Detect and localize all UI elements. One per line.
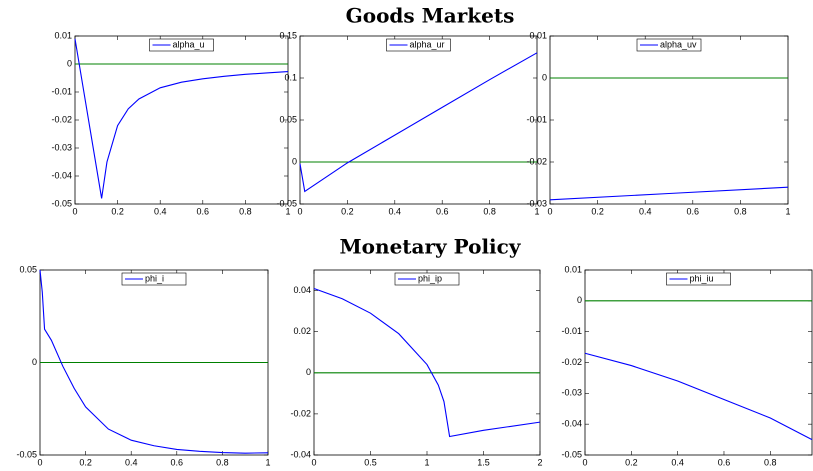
y-tick-label: -0.05 [51, 198, 72, 208]
y-tick-label: -0.02 [51, 114, 72, 124]
data-line [299, 52, 538, 193]
y-tick-label: -0.01 [526, 114, 547, 124]
x-tick-label: 0.2 [79, 457, 92, 467]
x-tick-label: 0.6 [197, 206, 210, 216]
y-tick-label: 0.04 [293, 285, 311, 295]
section-heading: Monetary Policy [340, 235, 522, 259]
y-tick-label: -0.01 [561, 326, 582, 336]
y-tick-label: -0.02 [526, 156, 547, 166]
y-tick-label: -0.04 [290, 449, 311, 459]
x-tick-label: 0.4 [125, 457, 138, 467]
x-tick-label: 1 [424, 457, 429, 467]
legend-box [636, 38, 702, 52]
y-tick-label: 0 [32, 357, 37, 367]
x-tick-label: 0.6 [436, 206, 449, 216]
data-line [313, 287, 541, 438]
plot-frame [549, 35, 789, 205]
data-line [74, 38, 289, 199]
x-tick-label: 0.8 [483, 206, 496, 216]
data-line [549, 186, 789, 201]
y-tick-label: 0.01 [54, 30, 72, 40]
y-tick-label: 0.05 [19, 264, 37, 274]
y-tick-label: -0.02 [561, 357, 582, 367]
x-tick-label: 0.8 [239, 206, 252, 216]
legend-box [394, 272, 460, 286]
y-tick-label: -0.02 [290, 408, 311, 418]
x-tick-label: 0 [37, 457, 42, 467]
legend-label: alpha_uv [660, 39, 697, 49]
x-tick-label: 0 [297, 206, 302, 216]
x-tick-label: 0.8 [764, 457, 777, 467]
x-tick-label: 1 [285, 206, 290, 216]
legend-box [386, 38, 451, 52]
plot-frame [74, 35, 289, 205]
x-tick-label: 0 [311, 457, 316, 467]
y-tick-label: 0.05 [279, 114, 297, 124]
x-tick-label: 0.8 [734, 206, 747, 216]
x-tick-label: 0 [72, 206, 77, 216]
data-line [584, 352, 813, 441]
y-tick-label: 0 [292, 156, 297, 166]
plot-frame [299, 35, 538, 205]
y-tick-label: -0.05 [561, 449, 582, 459]
legend-label: alpha_u [173, 39, 205, 49]
x-tick-label: 0.6 [171, 457, 184, 467]
x-tick-label: 0.4 [639, 206, 652, 216]
y-tick-label: -0.03 [51, 142, 72, 152]
legend-label: alpha_ur [410, 39, 445, 49]
x-tick-label: 0 [547, 206, 552, 216]
x-tick-label: 0.6 [687, 206, 700, 216]
x-tick-label: 0.4 [154, 206, 167, 216]
x-tick-label: 0.8 [216, 457, 229, 467]
legend-label: phi_ip [418, 273, 442, 283]
x-tick-label: 0.2 [591, 206, 604, 216]
y-tick-label: -0.01 [51, 86, 72, 96]
y-tick-label: 0 [67, 58, 72, 68]
x-tick-label: 0.2 [341, 206, 354, 216]
y-tick-label: 0.01 [529, 30, 547, 40]
y-tick-label: 0.01 [564, 264, 582, 274]
y-tick-label: -0.04 [561, 419, 582, 429]
x-tick-label: 1.5 [477, 457, 490, 467]
legend-box [121, 272, 187, 286]
y-tick-label: -0.04 [51, 170, 72, 180]
legend-label: phi_iu [690, 273, 714, 283]
section-heading: Goods Markets [346, 4, 515, 28]
legend-box [149, 38, 214, 52]
y-tick-label: 0.02 [293, 326, 311, 336]
x-tick-label: 0.5 [364, 457, 377, 467]
x-tick-label: 1 [534, 206, 539, 216]
data-line [39, 269, 269, 454]
y-tick-label: -0.03 [526, 198, 547, 208]
plot-frame [313, 269, 541, 456]
x-tick-label: 0.6 [718, 457, 731, 467]
x-tick-label: 0.4 [389, 206, 402, 216]
y-tick-label: -0.05 [276, 198, 297, 208]
legend-label: phi_i [145, 273, 164, 283]
y-tick-label: 0 [577, 295, 582, 305]
x-tick-label: 0.2 [625, 457, 638, 467]
y-tick-label: -0.03 [561, 388, 582, 398]
y-tick-label: -0.05 [16, 449, 37, 459]
x-tick-label: 2 [537, 457, 542, 467]
legend-box [666, 272, 731, 286]
x-tick-label: 0 [582, 457, 587, 467]
x-tick-label: 0.2 [111, 206, 124, 216]
x-tick-label: 0.4 [671, 457, 684, 467]
y-tick-label: 0.1 [284, 72, 297, 82]
y-tick-label: 0 [542, 72, 547, 82]
y-tick-label: 0.15 [279, 30, 297, 40]
x-tick-label: 1 [265, 457, 270, 467]
y-tick-label: 0 [306, 367, 311, 377]
x-tick-label: 1 [785, 206, 790, 216]
